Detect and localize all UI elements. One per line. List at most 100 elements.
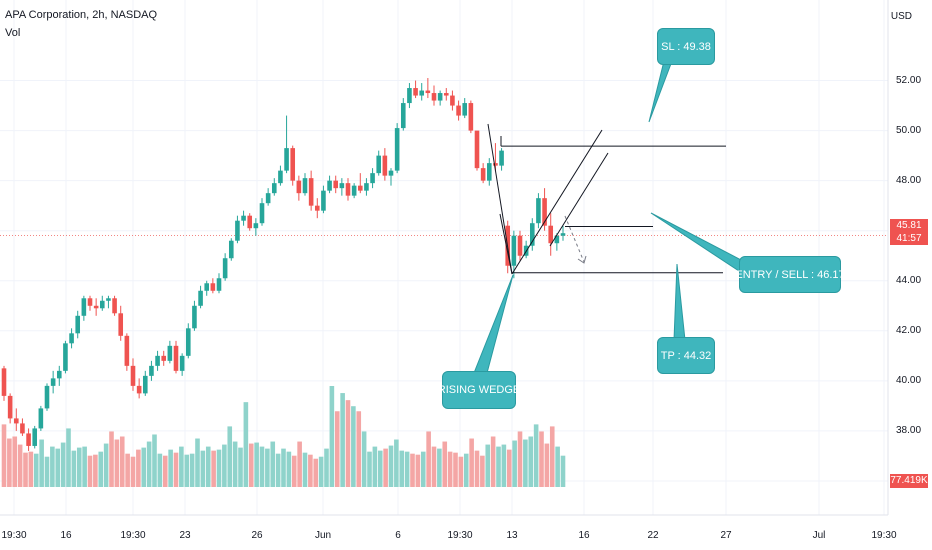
x-tick-label: 6	[395, 530, 401, 541]
volume-bar	[399, 450, 405, 487]
volume-bar	[184, 454, 190, 487]
volume-bar	[334, 411, 340, 487]
volume-bar	[130, 456, 136, 487]
volume-bar	[318, 456, 324, 487]
x-tick-label: 19:30	[447, 530, 473, 541]
y-tick-label: 48.00	[896, 174, 922, 186]
volume-bar	[136, 449, 141, 487]
candle	[529, 218, 535, 251]
symbol-title[interactable]: APA Corporation, 2h, NASDAQ	[5, 9, 158, 21]
volume-bar	[119, 436, 125, 487]
volume-bar	[496, 446, 501, 487]
candle	[253, 218, 259, 236]
volume-bar	[12, 436, 18, 487]
volume-bar	[555, 446, 560, 487]
volume-bar	[463, 453, 469, 487]
volume-bar	[324, 448, 329, 487]
candle	[302, 173, 308, 196]
volume-bar	[302, 452, 308, 487]
candle	[136, 378, 142, 399]
volume-bar	[82, 446, 87, 487]
volume-bar	[442, 441, 448, 487]
candle	[179, 353, 185, 376]
volume-bar	[523, 439, 528, 487]
volume-bar	[367, 451, 372, 487]
candle	[351, 183, 357, 199]
volume-bar	[179, 446, 184, 487]
volume-bar	[55, 448, 61, 487]
candle	[456, 100, 461, 121]
volume-bar	[23, 452, 28, 487]
candle	[370, 168, 375, 189]
rising-wedge-callout[interactable]: RISING WEDGE	[438, 371, 520, 409]
candle	[81, 295, 87, 321]
volume-bar	[33, 453, 39, 487]
candle	[124, 333, 130, 371]
candle	[198, 285, 203, 309]
volume-bar	[458, 456, 464, 487]
candle	[93, 298, 99, 316]
candle	[314, 198, 320, 219]
volume-bar	[372, 446, 378, 487]
candle	[99, 295, 105, 311]
volume-bar	[361, 431, 367, 487]
x-tick-label: Jul	[812, 530, 826, 541]
volume-tag: 77.419K	[890, 474, 928, 488]
candle	[296, 175, 302, 201]
volume-bar	[114, 439, 120, 487]
rising-wedge-callout-pointer	[473, 274, 514, 374]
volume-indicator-label[interactable]: Vol	[5, 27, 21, 39]
wedge-upper-line	[511, 129, 603, 275]
candle	[413, 80, 418, 99]
candle	[450, 90, 455, 111]
volume-bar	[238, 447, 243, 487]
x-tick-label: 13	[506, 530, 518, 541]
candle	[185, 323, 191, 359]
x-tick-label: Jun	[314, 530, 332, 541]
volume-bar	[7, 438, 12, 487]
candle	[130, 358, 136, 391]
x-tick-label: 23	[179, 530, 191, 541]
x-tick-label: 16	[578, 530, 590, 541]
candle	[468, 100, 474, 134]
wedge-lower-line	[549, 152, 609, 247]
entry-sell-callout[interactable]: ENTRY / SELL : 46.17	[735, 256, 845, 293]
candle	[216, 273, 222, 294]
volume-bar	[474, 450, 480, 487]
volume-bar	[168, 449, 173, 487]
candle	[284, 115, 289, 174]
projection-line	[564, 215, 585, 263]
volume-bar	[60, 442, 66, 487]
entry-callout-pointer	[650, 212, 746, 276]
volume-bar	[232, 441, 238, 487]
candle	[63, 340, 68, 374]
volume-bar	[71, 450, 77, 487]
candle	[345, 178, 351, 201]
take-profit-callout-pointer	[673, 263, 686, 341]
candle	[167, 340, 173, 364]
candle	[155, 350, 160, 371]
y-tick-label: 50.00	[896, 124, 922, 136]
volume-bar	[281, 448, 286, 487]
stop-loss-callout[interactable]: SL : 49.38	[657, 28, 715, 65]
candle	[419, 83, 425, 101]
volume-bar	[291, 455, 297, 487]
last-price-tag: 45.81	[890, 219, 928, 232]
volume-bar	[528, 436, 534, 487]
x-tick-label: 16	[60, 530, 72, 541]
candle	[388, 168, 394, 186]
wedge-left-line	[499, 213, 513, 275]
take-profit-callout[interactable]: TP : 44.32	[657, 337, 715, 374]
volume-bar	[506, 449, 512, 487]
volume-bar	[157, 453, 163, 487]
projection-arrowhead	[577, 255, 587, 264]
x-tick-label: 26	[251, 530, 263, 541]
volume-bar	[512, 440, 517, 487]
volume-bar	[275, 453, 281, 487]
volume-bar	[141, 447, 147, 487]
candle	[259, 198, 265, 226]
volume-bar	[517, 431, 523, 487]
countdown-tag: 41:57	[890, 232, 928, 245]
